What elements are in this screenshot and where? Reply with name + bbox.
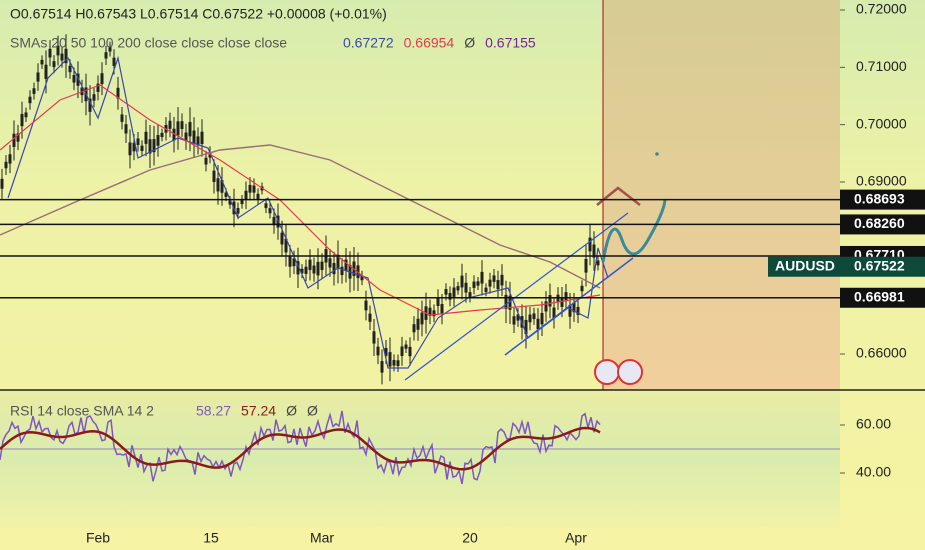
future-zone <box>603 0 840 390</box>
price-drawing <box>0 34 667 485</box>
sma-value: 0.67155 <box>485 35 536 51</box>
rsi-value: 58.27 <box>196 403 231 419</box>
rsi-tick-label: 40.00 <box>856 464 891 480</box>
rsi-value: 57.24 <box>241 403 276 419</box>
level-tag <box>840 189 925 210</box>
price-tick-label: 0.69000 <box>856 173 907 189</box>
sma-label: SMAs 20 50 100 200 close close close clo… <box>10 35 287 51</box>
price-tick-label: 0.66000 <box>856 345 907 361</box>
marker-dot <box>655 152 659 156</box>
rsi-sma <box>0 426 601 471</box>
time-label: Mar <box>310 530 334 546</box>
ohlc: O0.67514 H0.67543 L0.67514 C0.67522 +0.0… <box>10 6 387 22</box>
trend-line <box>404 212 629 381</box>
last-price-tag <box>840 256 925 277</box>
price-tick-label: 0.70000 <box>856 115 907 131</box>
rsi-line <box>0 410 601 485</box>
price-tick-label: 0.72000 <box>856 1 907 17</box>
sma-value: 0.67272 <box>343 35 394 51</box>
level-tag <box>840 287 925 308</box>
event-flag <box>617 359 643 385</box>
rsi-value: Ø <box>307 403 318 419</box>
price-tick-label: 0.71000 <box>856 58 907 74</box>
symbol-label: AUDUSD <box>775 257 835 273</box>
level-label: 0.68693 <box>854 190 905 206</box>
level-label: 0.66981 <box>854 288 905 304</box>
rsi-label: RSI 14 close SMA 14 2 <box>10 403 154 419</box>
sma-value: 0.66954 <box>404 35 455 51</box>
symbol-tag <box>768 256 840 277</box>
event-flag <box>594 359 620 385</box>
last-price-label: 0.67522 <box>854 257 905 273</box>
projection-curve <box>601 199 667 263</box>
sma-200 <box>0 144 601 289</box>
sma-value: Ø <box>464 35 475 51</box>
rsi-value: Ø <box>286 403 297 419</box>
time-label: 20 <box>462 530 478 546</box>
trend-line <box>504 257 634 356</box>
level-label: 0.68260 <box>854 215 905 231</box>
candle-wicks <box>1 34 599 385</box>
rsi-tick-label: 60.00 <box>856 416 891 432</box>
time-label: 15 <box>203 530 219 546</box>
level-tag <box>840 214 925 235</box>
time-label: Apr <box>565 530 587 546</box>
time-label: Feb <box>86 530 110 546</box>
